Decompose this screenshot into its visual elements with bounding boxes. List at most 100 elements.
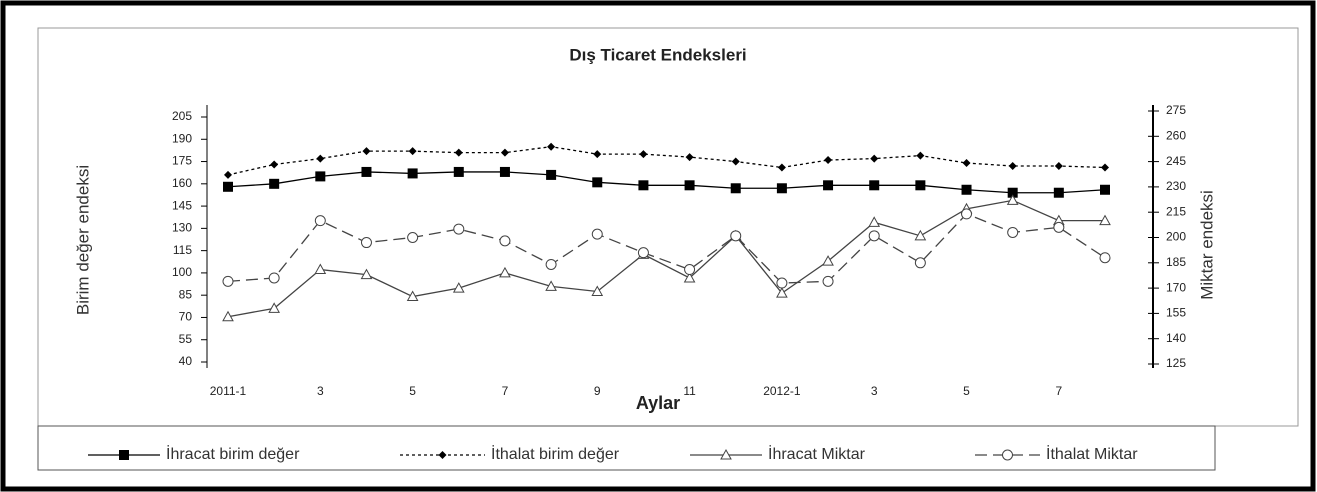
marker [500, 148, 509, 157]
x-tick-label: 7 [502, 384, 509, 398]
marker [269, 178, 280, 189]
marker [270, 160, 279, 169]
y2-tick-label: 230 [1166, 179, 1186, 193]
marker [916, 151, 925, 160]
series-line [227, 199, 1105, 318]
marker [731, 157, 740, 166]
marker [777, 163, 786, 172]
marker [683, 271, 696, 283]
marker [545, 258, 557, 270]
marker [1100, 184, 1110, 195]
marker [315, 171, 326, 182]
legend-frame [37, 425, 1216, 471]
marker [316, 154, 325, 163]
marker [408, 147, 417, 156]
marker [962, 159, 971, 168]
marker [1006, 194, 1019, 205]
marker [314, 263, 327, 275]
marker [639, 150, 648, 159]
marker [592, 177, 603, 188]
marker [591, 285, 604, 296]
legend-marker [720, 448, 732, 460]
marker [870, 154, 879, 163]
marker [454, 148, 463, 157]
marker [591, 228, 603, 240]
marker [314, 215, 326, 227]
marker [453, 223, 465, 235]
marker [1007, 187, 1018, 198]
marker [868, 216, 881, 227]
marker [593, 150, 602, 159]
marker [684, 264, 696, 276]
marker [868, 230, 880, 242]
marker [638, 180, 649, 191]
marker [406, 290, 419, 302]
y2-tick-label: 185 [1166, 255, 1186, 269]
y-tick-label: 160 [172, 176, 192, 190]
marker [546, 169, 557, 180]
marker [268, 302, 281, 313]
x-tick-label: 5 [409, 384, 416, 398]
marker [224, 170, 232, 179]
marker [915, 180, 926, 191]
marker [869, 180, 880, 191]
x-tick-label: 11 [683, 384, 696, 398]
marker [961, 184, 972, 195]
y-tick-label: 205 [172, 109, 192, 123]
y-tick-label: 70 [179, 310, 193, 324]
legend-marker [119, 450, 129, 460]
marker [499, 266, 511, 278]
y2-axis-title: Miktar endeksi [1197, 190, 1216, 300]
y2-tick-label: 125 [1166, 356, 1186, 370]
y-tick-label: 85 [179, 287, 193, 301]
legend-label: İthalat Miktar [1046, 444, 1138, 463]
marker [362, 147, 371, 156]
marker [452, 282, 465, 293]
x-tick-label: 7 [1055, 384, 1062, 398]
legend-marker [1002, 449, 1013, 461]
marker [1007, 226, 1019, 238]
marker [637, 247, 649, 259]
marker [914, 257, 926, 269]
marker [776, 183, 787, 194]
chart-title: Dış Ticaret Endeksleri [569, 45, 746, 64]
marker [823, 180, 834, 191]
marker [453, 166, 464, 177]
marker [499, 166, 510, 177]
marker [545, 280, 557, 291]
marker [914, 229, 927, 241]
x-tick-label: 3 [871, 384, 878, 398]
marker [1053, 187, 1064, 198]
legend-label: İhracat Miktar [768, 444, 866, 463]
y-tick-label: 115 [173, 243, 192, 257]
x-tick-label: 2011-1 [210, 384, 247, 398]
series-line [227, 146, 1106, 176]
marker [360, 268, 373, 280]
marker [822, 255, 834, 266]
marker [268, 272, 280, 284]
x-tick-label: 2012-1 [763, 384, 801, 398]
y-tick-label: 100 [172, 265, 192, 279]
marker [822, 275, 834, 287]
x-axis-title: Aylar [636, 393, 680, 413]
y-tick-label: 130 [172, 221, 192, 235]
x-tick-label: 5 [963, 384, 970, 398]
y-axis-title: Birim değer endeksi [73, 165, 92, 315]
y-tick-label: 40 [179, 354, 193, 368]
legend-marker [438, 451, 447, 459]
series-line [227, 213, 1106, 284]
marker [1053, 221, 1065, 233]
marker [222, 310, 234, 322]
marker [407, 168, 418, 179]
marker [685, 153, 694, 162]
marker [361, 166, 372, 177]
marker [684, 180, 695, 191]
marker [1008, 162, 1017, 170]
marker [1099, 252, 1111, 264]
series-line [227, 171, 1106, 194]
marker [407, 232, 419, 243]
marker [730, 183, 741, 194]
marker [776, 287, 788, 298]
